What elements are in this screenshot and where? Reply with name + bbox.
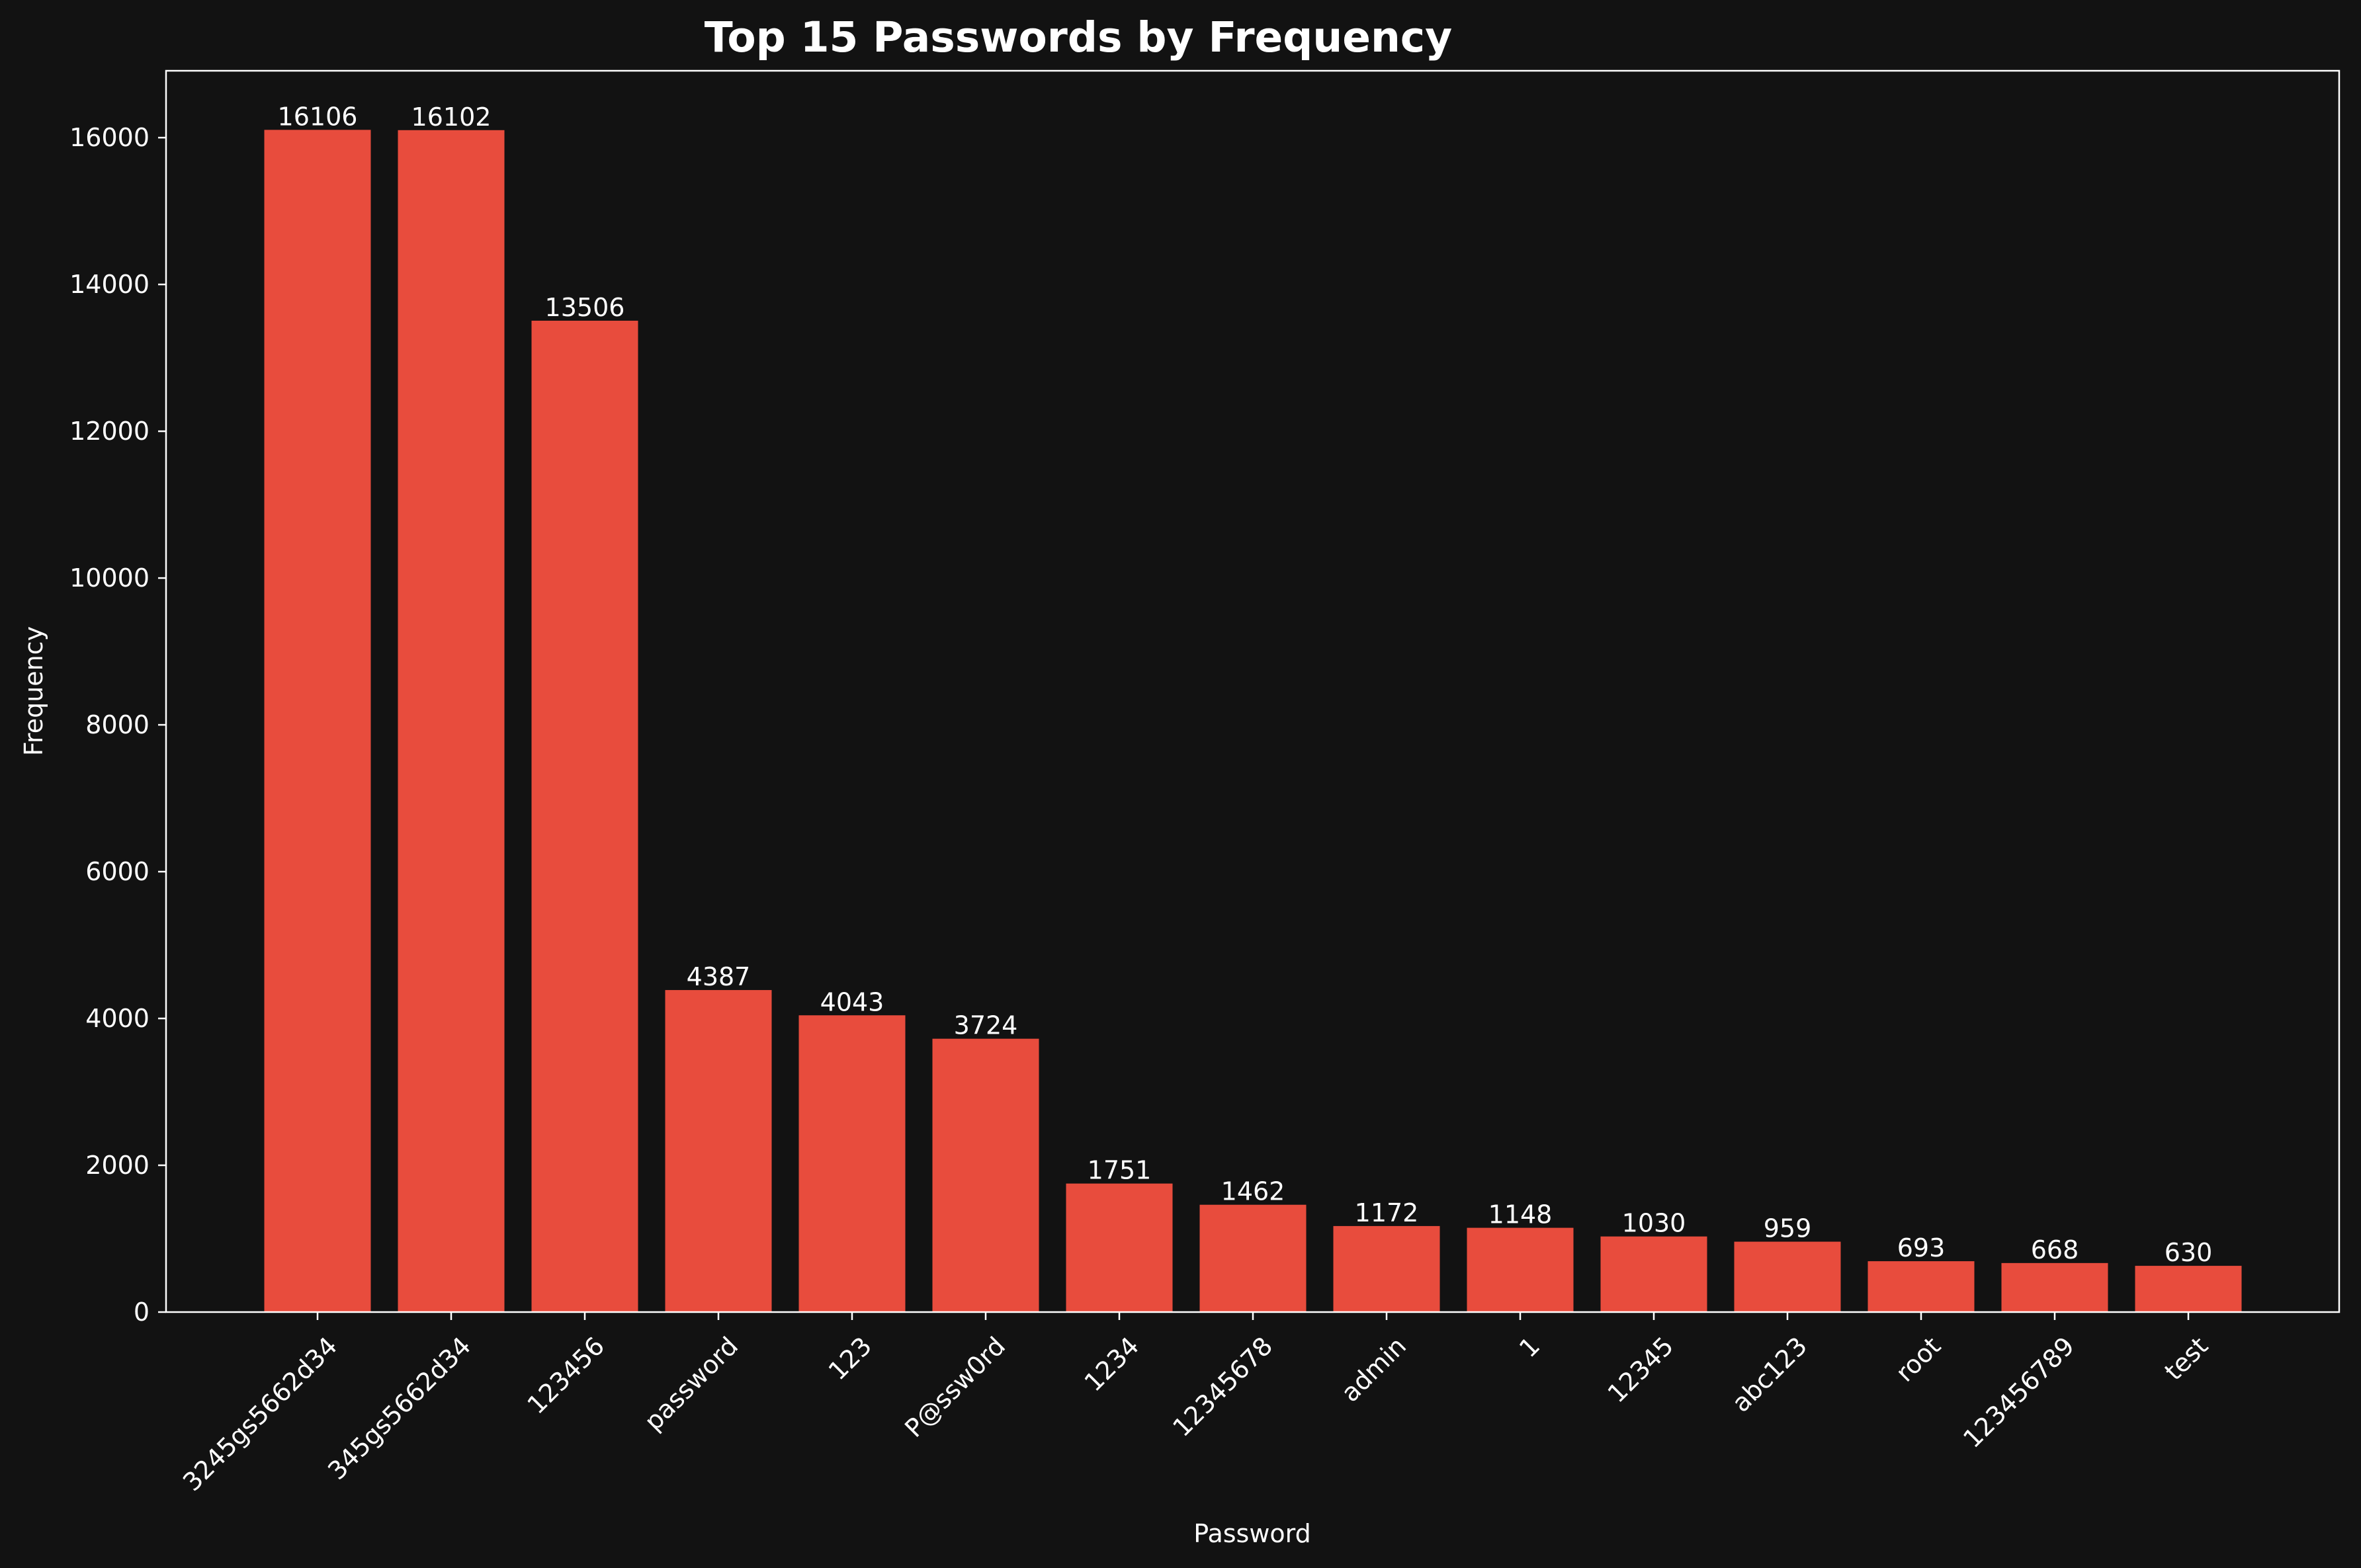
bar-5	[932, 1038, 1039, 1312]
value-label-0: 16106	[278, 102, 358, 131]
bar-3	[665, 990, 772, 1312]
y-axis-label: Frequency	[19, 626, 48, 756]
bar-8	[1333, 1225, 1440, 1312]
y-tick-label-5: 10000	[69, 563, 150, 593]
bar-14	[2135, 1266, 2242, 1312]
y-tick-label-3: 6000	[85, 857, 150, 886]
value-label-1: 16102	[411, 103, 492, 132]
value-label-13: 668	[2031, 1235, 2079, 1264]
y-tick-label-0: 0	[134, 1298, 150, 1327]
x-axis-label: Password	[1193, 1519, 1311, 1548]
value-label-11: 959	[1764, 1214, 1812, 1243]
value-label-3: 4387	[687, 962, 751, 991]
plot-frame	[165, 69, 2340, 1313]
value-label-2: 13506	[545, 293, 625, 322]
value-label-7: 1462	[1221, 1177, 1285, 1206]
y-tick-label-2: 4000	[85, 1004, 150, 1033]
y-tick-label-1: 2000	[85, 1151, 150, 1180]
bar-10	[1600, 1236, 1707, 1312]
value-label-9: 1148	[1488, 1200, 1553, 1229]
value-labels-layer: 16106 16102 13506 4387 4043 3724 1751 1462 1172 1…	[278, 102, 2213, 1267]
bar-1	[398, 130, 505, 1312]
bar-0	[264, 130, 371, 1312]
y-tick-label-4: 8000	[85, 710, 150, 739]
value-label-10: 1030	[1622, 1209, 1686, 1238]
bar-2	[531, 320, 638, 1312]
y-axis: 0 2000 4000 6000 8000 10000 12000 14000 16000	[69, 123, 166, 1327]
bar-12	[1867, 1261, 1975, 1312]
bar-4	[798, 1015, 906, 1312]
bar-7	[1199, 1204, 1307, 1312]
value-label-5: 3724	[954, 1011, 1018, 1040]
bars-layer	[264, 130, 2242, 1312]
bar-11	[1734, 1241, 1841, 1312]
bar-13	[2001, 1262, 2108, 1312]
y-tick-label-6: 12000	[69, 417, 150, 446]
bar-6	[1066, 1183, 1173, 1312]
value-label-8: 1172	[1355, 1198, 1419, 1227]
bar-9	[1467, 1227, 1574, 1312]
value-label-4: 4043	[820, 987, 884, 1016]
y-tick-label-8: 16000	[69, 123, 150, 152]
chart-title: Top 15 Passwords by Frequency	[705, 13, 1452, 62]
value-label-6: 1751	[1088, 1156, 1152, 1185]
value-label-14: 630	[2165, 1238, 2213, 1267]
value-label-12: 693	[1897, 1233, 1946, 1262]
y-tick-label-7: 14000	[69, 270, 150, 299]
